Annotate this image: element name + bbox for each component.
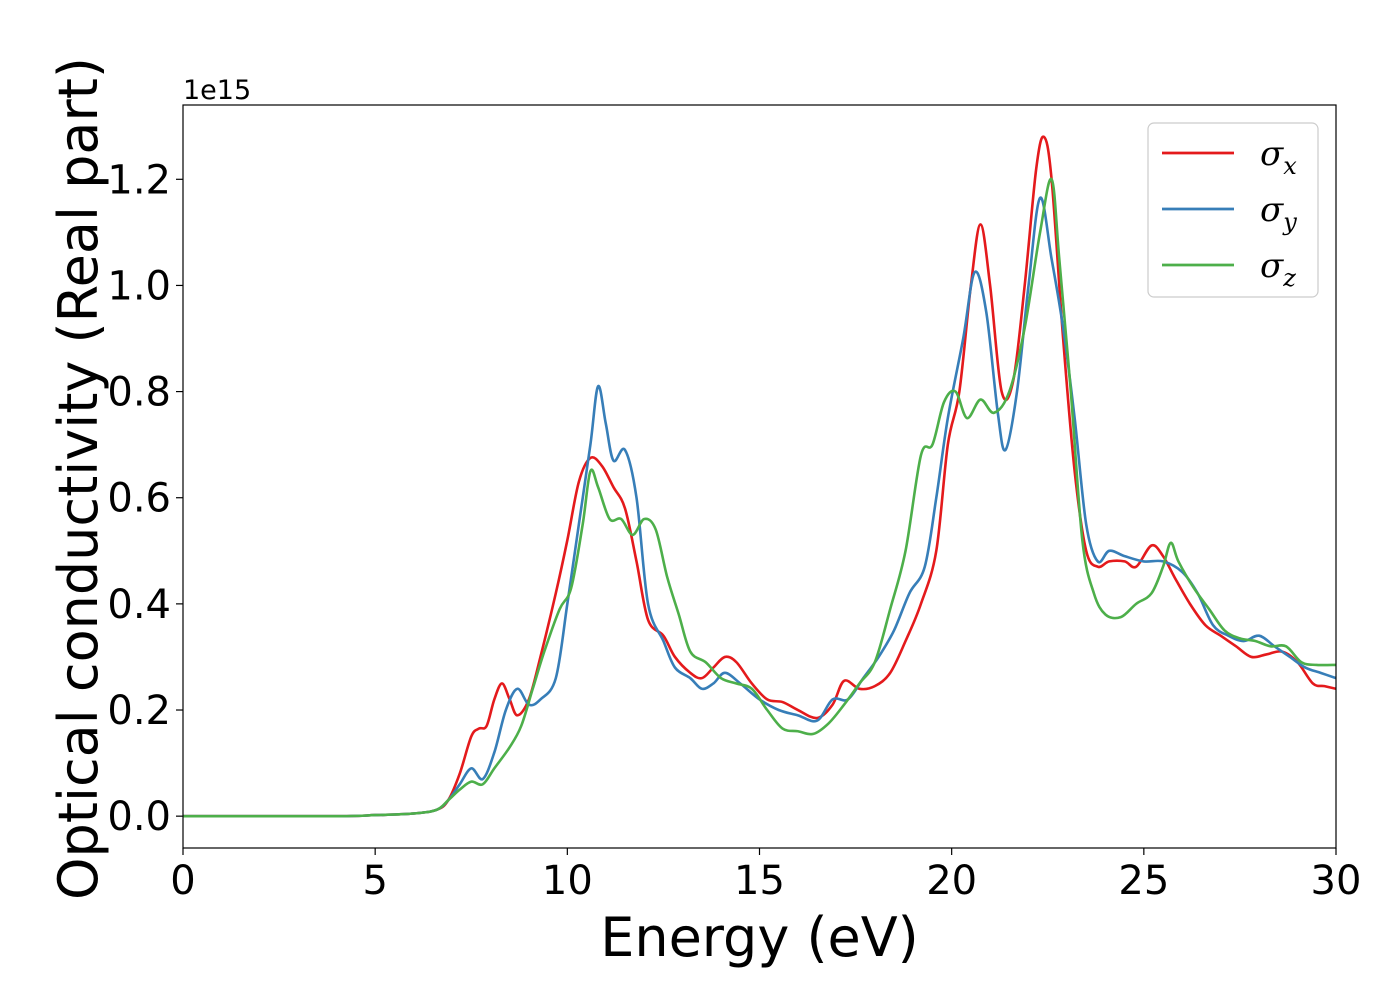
y-tick-label: 1.0 xyxy=(107,263,171,309)
series-line-z xyxy=(183,177,1336,818)
y-tick-label: 0.4 xyxy=(107,582,171,628)
x-tick-label: 0 xyxy=(170,858,195,904)
legend-label-y: σy xyxy=(1260,190,1297,236)
x-tick-label: 20 xyxy=(926,858,977,904)
x-tick-label: 15 xyxy=(734,858,785,904)
legend-label-subscript: y xyxy=(1282,208,1297,236)
series-line-x xyxy=(183,135,1336,818)
x-tick-label: 30 xyxy=(1311,858,1362,904)
y-tick-label: 0.6 xyxy=(107,476,171,522)
legend-label-x: σx xyxy=(1260,134,1297,180)
series-layer xyxy=(183,135,1336,818)
x-axis-title: Energy (eV) xyxy=(600,906,919,969)
y-tick-label: 1.2 xyxy=(107,157,171,203)
legend-label-z: σz xyxy=(1260,246,1296,292)
legend-label-symbol: σ xyxy=(1260,246,1284,286)
y-axis-ticks: 0.0 0.2 0.4 0.6 0.8 1.0 1.2 xyxy=(107,157,183,840)
legend-label-symbol: σ xyxy=(1260,190,1284,230)
legend-label-subscript: z xyxy=(1282,264,1296,292)
x-tick-label: 10 xyxy=(542,858,593,904)
y-tick-label: 0.8 xyxy=(107,370,171,416)
x-tick-label: 25 xyxy=(1118,858,1169,904)
y-axis-title: Optical conductivity (Real part) xyxy=(47,57,110,900)
y-axis-offset-label: 1e15 xyxy=(183,75,251,106)
y-tick-label: 0.2 xyxy=(107,688,171,734)
legend-label-symbol: σ xyxy=(1260,134,1284,174)
legend-label-subscript: x xyxy=(1283,152,1297,180)
x-axis-ticks: 0 5 10 15 20 25 30 xyxy=(170,848,1361,904)
y-tick-label: 0.0 xyxy=(107,794,171,840)
x-tick-label: 5 xyxy=(362,858,387,904)
